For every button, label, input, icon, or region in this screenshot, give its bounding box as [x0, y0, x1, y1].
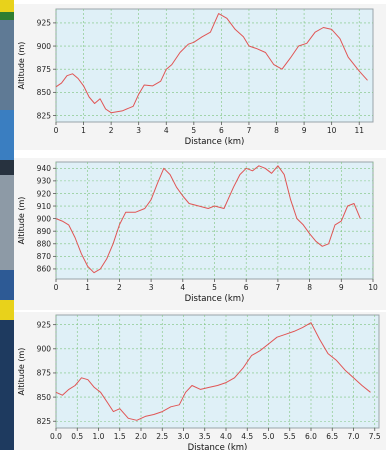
x-tick-label: 10 [327, 126, 337, 135]
y-axis-label: Altitude (m) [17, 348, 26, 396]
x-tick-label: 2.5 [156, 432, 168, 441]
strip-band [0, 20, 14, 110]
x-tick-label: 5 [191, 126, 196, 135]
strip-band [0, 0, 14, 12]
y-tick-label: 930 [37, 177, 52, 186]
y-axis-label: Altitude (m) [17, 42, 26, 90]
x-tick-label: 3 [136, 126, 141, 135]
x-tick-label: 6 [244, 283, 249, 292]
x-tick-label: 7 [276, 283, 281, 292]
x-axis-label: Distance (km) [188, 443, 248, 450]
x-tick-label: 8 [274, 126, 279, 135]
strip-band [0, 300, 14, 320]
plot-area [55, 314, 380, 429]
x-tick-label: 6.5 [326, 432, 338, 441]
x-tick-label: 1 [85, 283, 90, 292]
y-tick-label: 900 [37, 345, 52, 354]
y-tick-label: 825 [37, 111, 52, 120]
y-tick-label: 850 [37, 393, 52, 402]
chart-2: 0 1 2 3 4 5 6 7 8 9 10860870880890900910920930940D… [14, 158, 386, 310]
y-tick-label: 925 [37, 320, 52, 329]
strip-band [0, 175, 14, 270]
x-tick-label: 9 [339, 283, 344, 292]
x-tick-label: 2.0 [135, 432, 147, 441]
altitude-line [55, 322, 371, 421]
x-tick-label: 11 [354, 126, 364, 135]
x-tick-label: 10 [368, 283, 378, 292]
strip-band [0, 270, 14, 300]
x-tick-label: 4 [180, 283, 185, 292]
x-tick-label: 1.5 [114, 432, 126, 441]
x-tick-label: 5.0 [263, 432, 275, 441]
x-tick-label: 6.0 [305, 432, 317, 441]
x-tick-label: 4 [164, 126, 169, 135]
plot-area [55, 8, 374, 123]
y-tick-label: 890 [37, 227, 52, 236]
x-axis-label: Distance (km) [185, 294, 245, 304]
x-tick-label: 7.5 [369, 432, 381, 441]
x-tick-label: 4.5 [241, 432, 253, 441]
y-tick-label: 940 [37, 164, 52, 173]
x-tick-label: 0 [54, 126, 59, 135]
y-tick-label: 925 [37, 19, 52, 28]
y-tick-label: 900 [37, 42, 52, 51]
x-tick-label: 3.5 [199, 432, 211, 441]
x-tick-label: 0 [54, 283, 59, 292]
x-tick-label: 9 [302, 126, 307, 135]
left-color-strip [0, 0, 14, 450]
strip-band [0, 110, 14, 160]
x-tick-label: 4.0 [220, 432, 232, 441]
strip-band [0, 160, 14, 175]
x-tick-label: 3 [149, 283, 154, 292]
x-axis-label: Distance (km) [185, 137, 245, 147]
y-tick-label: 875 [37, 65, 52, 74]
y-tick-label: 860 [37, 265, 52, 274]
strip-band [0, 12, 14, 20]
x-tick-label: 7.0 [348, 432, 360, 441]
altitude-line [55, 13, 368, 114]
y-tick-label: 910 [37, 202, 52, 211]
y-tick-label: 850 [37, 88, 52, 97]
y-tick-label: 875 [37, 369, 52, 378]
strip-band [0, 320, 14, 450]
x-tick-label: 1.0 [93, 432, 105, 441]
altitude-line [55, 165, 361, 274]
x-tick-label: 0.5 [71, 432, 83, 441]
x-tick-label: 6 [219, 126, 224, 135]
y-tick-label: 870 [37, 252, 52, 261]
y-tick-label: 900 [37, 214, 52, 223]
chart-1: 0 1 2 3 4 5 6 7 8 9 10 11 825 850 875 900 925 Distance (k… [14, 4, 386, 150]
x-tick-label: 2 [109, 126, 114, 135]
x-tick-label: 2 [117, 283, 122, 292]
x-tick-label: 5 [212, 283, 217, 292]
x-tick-label: 3.0 [178, 432, 190, 441]
x-tick-label: 1 [81, 126, 86, 135]
chart-3: 0.0 0.5 1.0 1.5 2.0 2.5 3.0 3.5 4.0 4.5 5.0 5.5 6.0 6… [14, 312, 386, 450]
x-tick-label: 8 [307, 283, 312, 292]
x-tick-label: 7 [247, 126, 252, 135]
y-axis-label: Altitude (m) [17, 197, 26, 245]
x-tick-label: 0.0 [50, 432, 62, 441]
y-tick-label: 880 [37, 240, 52, 249]
x-tick-label: 5.5 [284, 432, 296, 441]
y-tick-label: 920 [37, 189, 52, 198]
y-tick-label: 825 [37, 417, 52, 426]
